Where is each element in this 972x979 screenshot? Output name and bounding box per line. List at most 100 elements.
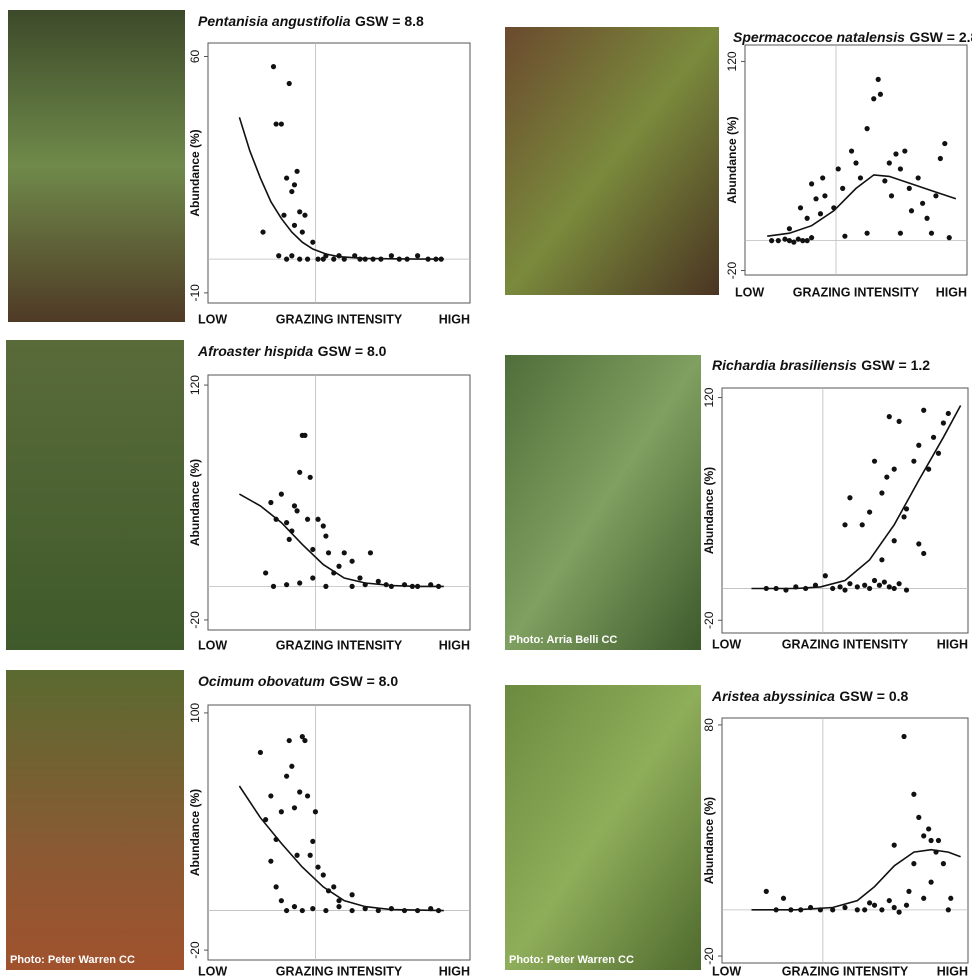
data-point (878, 92, 883, 97)
fit-curve (239, 786, 443, 911)
data-point (929, 838, 934, 843)
data-point (840, 186, 845, 191)
data-point (904, 587, 909, 592)
data-point (297, 470, 302, 475)
data-point (268, 793, 273, 798)
y-axis-label: Abundance (%) (188, 459, 202, 546)
data-point (376, 579, 381, 584)
data-point (350, 908, 355, 913)
data-point (331, 257, 336, 262)
data-point (822, 193, 827, 198)
data-point (879, 907, 884, 912)
y-tick-label: 100 (188, 703, 202, 723)
data-point (921, 833, 926, 838)
data-point (294, 853, 299, 858)
data-point (321, 523, 326, 528)
data-point (938, 156, 943, 161)
x-axis-label: GRAZING INTENSITY (782, 964, 909, 978)
data-point (315, 864, 320, 869)
data-point (300, 229, 305, 234)
data-point (292, 223, 297, 228)
data-point (849, 148, 854, 153)
data-point (281, 213, 286, 218)
y-tick-label: 60 (188, 50, 202, 64)
data-point (916, 443, 921, 448)
data-point (911, 459, 916, 464)
data-point (865, 231, 870, 236)
y-tick-label: -20 (725, 262, 739, 280)
data-point (876, 77, 881, 82)
data-point (892, 905, 897, 910)
data-point (842, 522, 847, 527)
x-axis-label: HIGH (439, 638, 470, 652)
data-point (287, 81, 292, 86)
data-point (867, 586, 872, 591)
y-tick-label: 120 (702, 387, 716, 407)
data-point (931, 435, 936, 440)
data-point (326, 550, 331, 555)
data-point (921, 896, 926, 901)
data-point (805, 238, 810, 243)
data-point (798, 205, 803, 210)
data-point (941, 861, 946, 866)
data-point (877, 583, 882, 588)
data-point (865, 126, 870, 131)
data-point (800, 238, 805, 243)
data-point (297, 209, 302, 214)
data-point (292, 904, 297, 909)
data-point (284, 582, 289, 587)
plot-frame (208, 705, 470, 960)
y-tick-label: -20 (702, 611, 716, 629)
data-point (898, 231, 903, 236)
y-tick-label: 120 (188, 375, 202, 395)
data-point (818, 211, 823, 216)
data-point (904, 903, 909, 908)
x-axis-label: HIGH (936, 285, 967, 299)
photo-credit: Photo: Arria Belli CC (509, 634, 617, 646)
data-point (287, 738, 292, 743)
data-point (315, 517, 320, 522)
data-point (284, 774, 289, 779)
title-species: Afroaster hispida (197, 343, 313, 359)
data-point (823, 573, 828, 578)
chart-title: Afroaster hispida GSW = 8.0 (197, 343, 387, 361)
data-point (901, 514, 906, 519)
data-point (941, 420, 946, 425)
data-point (805, 216, 810, 221)
data-point (305, 517, 310, 522)
data-point (310, 240, 315, 245)
data-point (769, 238, 774, 243)
title-stat: GSW = 8.8 (355, 13, 424, 29)
data-point (310, 547, 315, 552)
data-point (289, 189, 294, 194)
data-point (268, 859, 273, 864)
data-point (357, 575, 362, 580)
x-axis-label: LOW (198, 312, 227, 326)
photo-credit: Photo: Peter Warren CC (509, 954, 634, 966)
data-point (836, 166, 841, 171)
data-point (936, 838, 941, 843)
data-point (310, 906, 315, 911)
data-point (310, 575, 315, 580)
plot-frame (208, 375, 470, 630)
y-tick-label: -10 (188, 284, 202, 302)
data-point (279, 121, 284, 126)
data-point (867, 900, 872, 905)
data-point (907, 186, 912, 191)
data-point (268, 500, 273, 505)
data-point (862, 907, 867, 912)
data-point (350, 584, 355, 589)
data-point (297, 789, 302, 794)
data-point (855, 907, 860, 912)
data-point (830, 586, 835, 591)
data-point (342, 550, 347, 555)
data-point (909, 208, 914, 213)
data-point (862, 583, 867, 588)
data-point (809, 181, 814, 186)
data-point (289, 764, 294, 769)
data-point (294, 169, 299, 174)
data-point (882, 178, 887, 183)
x-axis-label: LOW (712, 637, 741, 651)
y-axis-label: Abundance (%) (188, 789, 202, 876)
data-point (858, 175, 863, 180)
